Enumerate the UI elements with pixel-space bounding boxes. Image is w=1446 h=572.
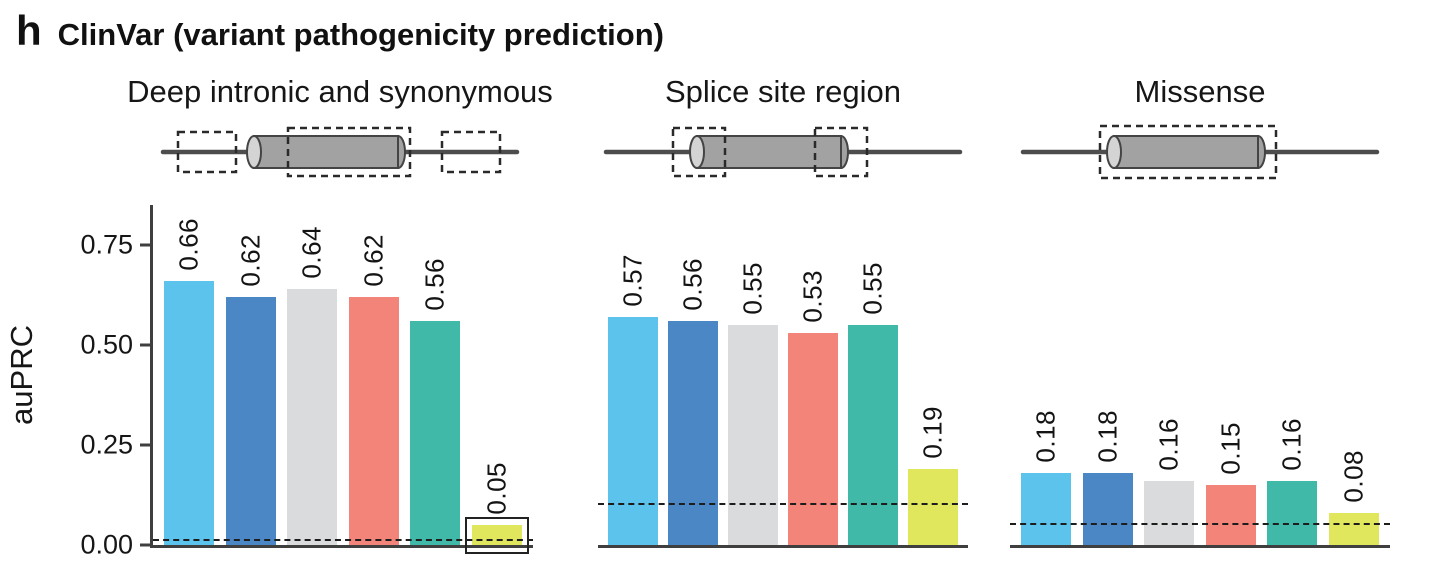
y-tick: 0.25	[80, 430, 150, 461]
y-tick-mark	[140, 343, 150, 347]
bar	[287, 289, 338, 545]
bar	[348, 297, 399, 545]
bar-value-label: 0.05	[481, 462, 512, 515]
bar-slot: 0.55	[728, 205, 778, 545]
gene-diagram-splice-site-region	[603, 116, 963, 188]
bar-value-label: 0.53	[797, 270, 828, 323]
bar-slot: 0.18	[1021, 205, 1072, 545]
y-tick: 0.00	[80, 530, 150, 561]
y-tick-mark	[140, 443, 150, 447]
figure-header: h ClinVar (variant pathogenicity predict…	[16, 10, 664, 52]
gene-diagram-missense	[1020, 116, 1380, 188]
bar	[1328, 513, 1379, 545]
bar-slot: 0.18	[1082, 205, 1133, 545]
figure-title: ClinVar (variant pathogenicity predictio…	[57, 17, 664, 52]
gene-diagram-svg	[1020, 124, 1380, 180]
y-axis-title: auPRC	[4, 325, 39, 425]
y-tick-mark	[140, 543, 150, 547]
bar-value-label: 0.15	[1215, 422, 1246, 475]
gene-diagram-svg	[160, 126, 520, 178]
bar-value-label: 0.16	[1276, 418, 1307, 471]
bar	[1021, 473, 1072, 545]
bar-slot: 0.19	[908, 205, 958, 545]
y-tick: 0.75	[80, 230, 150, 261]
bar-slot: 0.56	[668, 205, 718, 545]
bar-slot: 0.66	[164, 205, 215, 545]
bar-row: 0.57 0.56 0.55 0.53 0.55 0.19	[598, 205, 968, 545]
bar-value-label: 0.56	[677, 258, 708, 311]
bar	[1144, 481, 1195, 545]
bar-slot: 0.16	[1267, 205, 1318, 545]
bar	[1205, 485, 1256, 545]
bar-row: 0.66 0.62 0.64 0.62 0.56 0.05	[153, 205, 533, 554]
bar	[728, 325, 778, 545]
bar-value-label: 0.55	[737, 262, 768, 315]
y-tick-label: 0.00	[80, 529, 133, 560]
chart-deep-intronic-synonymous: 0.66 0.62 0.64 0.62 0.56 0.05	[150, 205, 533, 554]
bar-value-label: 0.08	[1338, 450, 1369, 503]
bar	[1082, 473, 1133, 545]
panel-letter: h	[16, 7, 42, 54]
bar-row: 0.18 0.18 0.16 0.15 0.16 0.08	[1010, 205, 1390, 545]
bar	[410, 321, 461, 545]
bar	[788, 333, 838, 545]
bar-slot: 0.56	[410, 205, 461, 545]
bar	[1267, 481, 1318, 545]
bar	[908, 469, 958, 545]
bar	[848, 325, 898, 545]
bar-slot: 0.62	[348, 205, 399, 545]
bar-slot: 0.08	[1328, 205, 1379, 545]
chart-splice-site-region: 0.57 0.56 0.55 0.53 0.55 0.19	[598, 205, 968, 548]
y-tick-label: 0.50	[80, 329, 133, 360]
bar	[668, 321, 718, 545]
y-tick-mark	[140, 243, 150, 247]
bar	[225, 297, 276, 545]
bar	[608, 317, 658, 545]
subtitle-deep-intronic-synonymous: Deep intronic and synonymous	[127, 74, 553, 109]
bar-value-label: 0.66	[173, 218, 204, 271]
bar	[164, 281, 215, 545]
bar-value-label: 0.18	[1092, 410, 1123, 463]
y-axis-title-wrap: auPRC	[2, 325, 42, 425]
baseline-dashed-line	[1010, 523, 1390, 525]
bar-slot: 0.64	[287, 205, 338, 545]
bar-slot: 0.05	[464, 205, 529, 554]
bar-slot: 0.62	[225, 205, 276, 545]
y-tick-label: 0.25	[80, 429, 133, 460]
baseline-dashed-line	[598, 503, 968, 505]
bar-slot: 0.15	[1205, 205, 1256, 545]
gene-diagram-svg	[603, 126, 963, 178]
subtitle-splice-site-region: Splice site region	[664, 74, 902, 109]
bar-slot: 0.55	[848, 205, 898, 545]
highlight-box	[464, 517, 529, 554]
bar-value-label: 0.56	[419, 258, 450, 311]
bar-value-label: 0.62	[235, 234, 266, 287]
bar-slot: 0.53	[788, 205, 838, 545]
chart-missense: 0.18 0.18 0.16 0.15 0.16 0.08	[1010, 205, 1390, 548]
subtitle-missense: Missense	[1134, 74, 1266, 109]
bar-value-label: 0.64	[296, 226, 327, 279]
bar-value-label: 0.57	[617, 254, 648, 307]
bar-value-label: 0.62	[358, 234, 389, 287]
gene-diagram-deep-intronic-synonymous	[160, 116, 520, 188]
baseline-dashed-line	[153, 539, 533, 541]
y-tick-label: 0.75	[80, 229, 133, 260]
bar-slot: 0.16	[1144, 205, 1195, 545]
bar-slot: 0.57	[608, 205, 658, 545]
bar-value-label: 0.55	[857, 262, 888, 315]
bar-value-label: 0.18	[1030, 410, 1061, 463]
y-axis: 0.00 0.25 0.50 0.75	[58, 205, 150, 560]
y-tick: 0.50	[80, 330, 150, 361]
bar-value-label: 0.16	[1153, 418, 1184, 471]
bar-value-label: 0.19	[917, 406, 948, 459]
